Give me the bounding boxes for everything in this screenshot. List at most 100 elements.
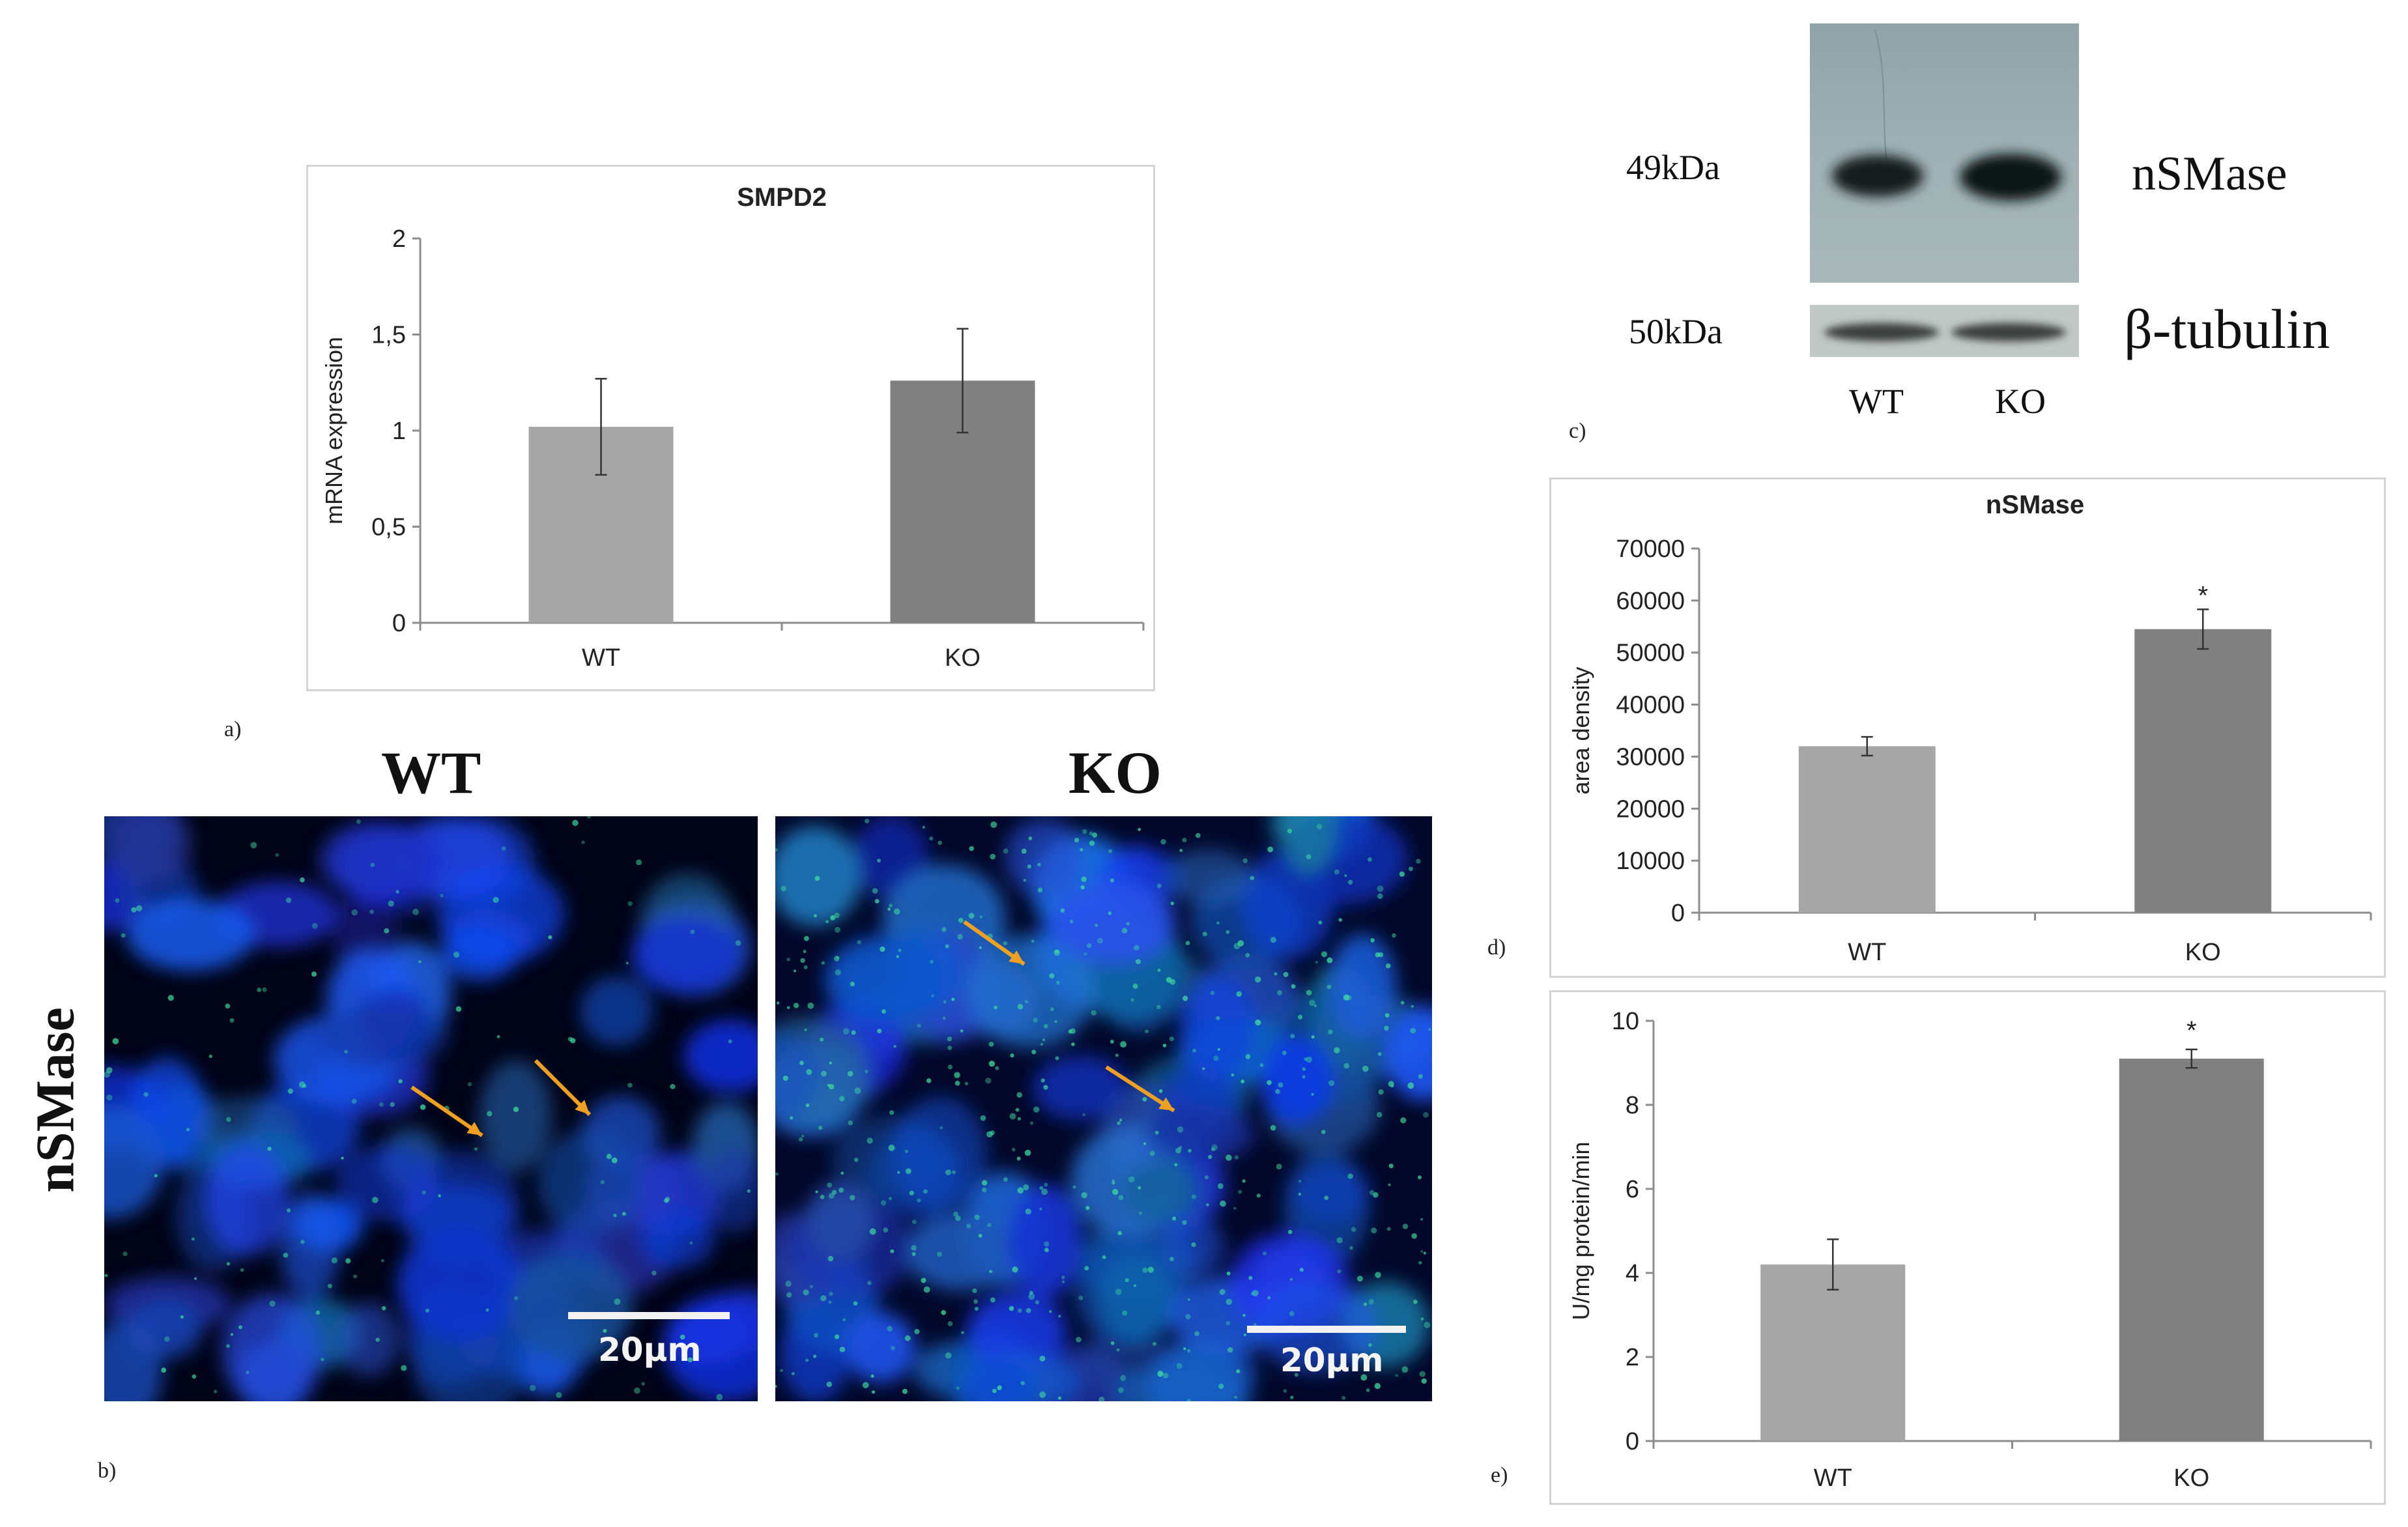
signal-dot — [867, 1281, 872, 1285]
signal-dot — [1313, 1004, 1317, 1008]
signal-dot — [1326, 957, 1333, 963]
signal-dot — [1234, 1155, 1239, 1160]
western-blot-tubulin — [1810, 305, 2079, 357]
signal-dot — [1049, 1310, 1052, 1313]
signal-dot — [957, 934, 963, 940]
signal-dot — [587, 816, 591, 819]
signal-dot — [834, 912, 840, 919]
signal-dot — [1233, 1206, 1237, 1210]
signal-dot — [687, 1357, 693, 1363]
signal-dot — [1252, 1290, 1259, 1296]
scalebar-label-wt: 20µm — [598, 1331, 702, 1369]
signal-dot — [1111, 1181, 1115, 1185]
signal-dot — [1157, 968, 1161, 972]
signal-dot — [1041, 1188, 1048, 1195]
signal-dot — [893, 908, 900, 915]
signal-dot — [803, 935, 809, 941]
signal-dot — [1142, 1267, 1148, 1273]
signal-dot — [1250, 1292, 1255, 1296]
signal-dot — [958, 917, 964, 923]
signal-dot — [1084, 1266, 1089, 1271]
signal-dot — [951, 997, 955, 1001]
signal-dot — [1399, 871, 1405, 877]
signal-dot — [652, 1270, 657, 1276]
band-tubulin-wt — [1824, 323, 1939, 341]
signal-dot — [853, 1158, 859, 1162]
signal-dot — [869, 1228, 876, 1235]
signal-dot — [1087, 943, 1092, 949]
signal-dot — [809, 1285, 813, 1289]
chart-a-smpd2: SMPD2 0 0,5 1 1,5 2 mRNA expression WT KO — [306, 165, 1155, 691]
signal-dot — [1401, 1001, 1405, 1005]
signal-dot — [1328, 1080, 1335, 1087]
signal-dot — [1110, 878, 1115, 883]
signal-dot — [1050, 1007, 1054, 1012]
signal-dot — [798, 1137, 803, 1142]
signal-dot — [827, 1182, 833, 1188]
signal-dot — [1044, 1241, 1050, 1247]
signal-dot — [1186, 1399, 1192, 1401]
signal-dot — [923, 1286, 930, 1293]
signal-dot — [775, 1172, 779, 1176]
signal-dot — [1226, 1298, 1233, 1306]
arrow-head — [575, 1100, 590, 1115]
nucleus — [1328, 934, 1397, 1040]
signal-dot — [781, 885, 786, 891]
signal-dot — [1236, 1369, 1240, 1374]
chart-e-bar-ko — [2119, 1059, 2264, 1441]
signal-dot — [1231, 1073, 1235, 1077]
signal-dot — [1188, 1149, 1192, 1153]
signal-dot — [1356, 1276, 1363, 1282]
signal-dot — [689, 1241, 693, 1245]
signal-dot — [1283, 971, 1289, 977]
signal-dot — [311, 971, 317, 977]
signal-dot — [887, 1326, 893, 1332]
nucleus — [397, 1227, 523, 1342]
scalebar-wt — [568, 1312, 730, 1319]
signal-dot — [1298, 1192, 1302, 1196]
signal-dot — [1338, 918, 1343, 922]
chart-d-ytick-label: 30000 — [1616, 743, 1685, 771]
signal-dot — [1035, 1300, 1039, 1305]
chart-e-ytick-label: 0 — [1626, 1428, 1639, 1455]
signal-dot — [1017, 1117, 1021, 1121]
signal-dot — [1011, 1147, 1016, 1152]
signal-dot — [1375, 1272, 1381, 1278]
signal-dot — [974, 1307, 979, 1311]
signal-dot — [440, 894, 444, 898]
signal-dot — [904, 1149, 908, 1153]
signal-dot — [238, 1325, 242, 1330]
signal-dot — [1061, 1280, 1065, 1283]
signal-dot — [1122, 1310, 1128, 1316]
signal-dot — [496, 1035, 500, 1038]
signal-dot — [1250, 876, 1255, 881]
signal-dot — [1169, 1257, 1174, 1261]
signal-dot — [1290, 1033, 1295, 1038]
nucleus — [966, 1291, 1067, 1374]
signal-dot — [384, 928, 390, 934]
signal-dot — [1156, 1005, 1161, 1010]
signal-dot — [1360, 1374, 1368, 1381]
signal-dot — [1289, 1277, 1293, 1281]
panel-letter-a: a) — [224, 717, 242, 741]
chart-d-bar-wt — [1798, 746, 1936, 913]
chart-d-ytick-label: 40000 — [1616, 692, 1685, 719]
signal-dot — [321, 1358, 324, 1362]
nucleus — [701, 1149, 758, 1233]
signal-dot — [735, 940, 741, 946]
signal-dot — [351, 909, 358, 916]
signal-dot — [1318, 920, 1323, 925]
signal-dot — [987, 1223, 992, 1227]
signal-dot — [1217, 1183, 1224, 1190]
micro-row-label: nSMase — [25, 1007, 86, 1193]
signal-dot — [1138, 1186, 1141, 1190]
arrow-head — [466, 1122, 482, 1135]
nucleus — [436, 864, 565, 963]
signal-dot — [487, 1111, 493, 1117]
signal-dot — [889, 904, 893, 908]
signal-dot — [1117, 1121, 1121, 1126]
signal-dot — [945, 944, 949, 949]
chart-e-svg: 0 2 4 6 8 10 U/mg protein/min WT * KO — [1568, 1008, 2372, 1492]
signal-dot — [1392, 933, 1396, 938]
signal-dot — [806, 1069, 812, 1076]
